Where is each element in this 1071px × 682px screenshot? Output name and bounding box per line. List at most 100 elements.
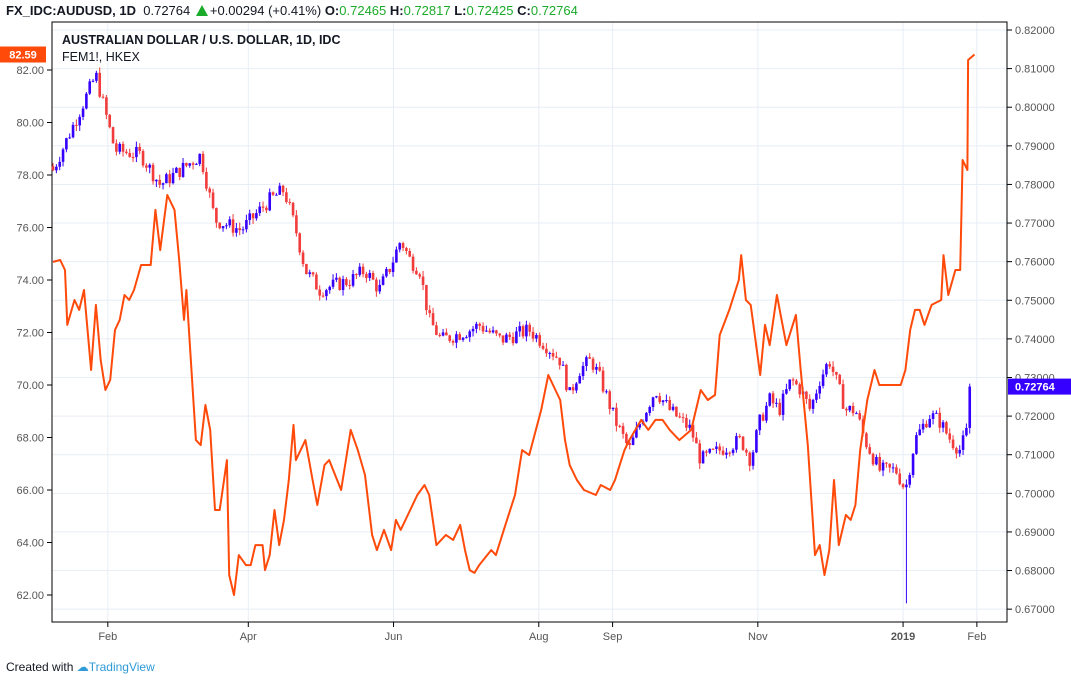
open-label: O: bbox=[324, 3, 340, 18]
candle-up bbox=[581, 365, 585, 377]
candle-up bbox=[268, 192, 272, 211]
candle-down bbox=[721, 450, 725, 455]
candle-up bbox=[931, 413, 935, 419]
candle-down bbox=[778, 402, 782, 415]
candle-down bbox=[271, 192, 275, 195]
candle-down bbox=[348, 284, 352, 286]
candle-up bbox=[818, 385, 822, 394]
candle-up bbox=[645, 412, 648, 422]
candle-down bbox=[571, 387, 575, 391]
candle-down bbox=[748, 452, 752, 466]
candle-up bbox=[165, 174, 168, 184]
candle-down bbox=[321, 295, 325, 297]
candle-down bbox=[541, 345, 545, 349]
candle-up bbox=[475, 323, 478, 329]
candle-down bbox=[298, 233, 302, 253]
candle-up bbox=[708, 448, 712, 453]
candle-down bbox=[388, 269, 392, 273]
left-axis-label: 72.00 bbox=[16, 328, 44, 340]
candle-up bbox=[515, 331, 518, 344]
right-last-price: 0.72764 bbox=[1015, 382, 1056, 394]
low-label: L: bbox=[454, 3, 467, 18]
right-axis-label: 0.80000 bbox=[1015, 102, 1055, 114]
candle-down bbox=[888, 463, 892, 468]
series-legend: FEM1!, HKEX bbox=[62, 50, 140, 64]
candle-down bbox=[288, 202, 292, 204]
candle-down bbox=[178, 167, 182, 177]
open-value: 0.72465 bbox=[339, 3, 387, 18]
candle-down bbox=[435, 325, 438, 335]
x-axis-label: Apr bbox=[240, 631, 257, 643]
candle-down bbox=[128, 153, 132, 157]
candle-up bbox=[788, 379, 792, 390]
candle-down bbox=[618, 425, 622, 427]
candle-up bbox=[335, 277, 338, 280]
candle-down bbox=[425, 284, 428, 311]
candle-down bbox=[628, 443, 632, 446]
candle-up bbox=[228, 219, 232, 226]
candle-down bbox=[511, 336, 515, 344]
right-axis-label: 0.74000 bbox=[1015, 334, 1055, 346]
candle-up bbox=[548, 352, 552, 354]
right-axis-label: 0.76000 bbox=[1015, 257, 1055, 269]
candle-up bbox=[255, 213, 258, 219]
candle-up bbox=[55, 166, 58, 171]
candle-down bbox=[211, 192, 215, 208]
candle-down bbox=[315, 274, 318, 290]
candle-up bbox=[461, 337, 465, 340]
candle-down bbox=[508, 334, 512, 337]
created-with-text: Created with bbox=[6, 660, 74, 674]
candle-down bbox=[238, 228, 242, 231]
candle-up bbox=[85, 93, 88, 109]
candle-up bbox=[161, 183, 165, 185]
tradingview-link[interactable]: TradingView bbox=[88, 660, 155, 674]
candle-up bbox=[821, 374, 825, 386]
candle-down bbox=[695, 437, 698, 444]
candle-down bbox=[555, 356, 558, 358]
candle-down bbox=[101, 96, 105, 98]
left-axis-label: 78.00 bbox=[16, 170, 44, 182]
candle-down bbox=[361, 266, 365, 275]
candle-up bbox=[91, 80, 95, 82]
candle-up bbox=[455, 334, 458, 343]
candle-up bbox=[688, 424, 692, 428]
candle-up bbox=[941, 422, 945, 428]
candle-up bbox=[275, 194, 278, 196]
candle-up bbox=[58, 161, 62, 167]
candle-down bbox=[421, 276, 425, 285]
candle-down bbox=[898, 473, 902, 485]
candle-down bbox=[75, 124, 78, 126]
tradingview-logo-icon[interactable]: ☁ bbox=[76, 660, 89, 674]
candle-up bbox=[815, 393, 818, 400]
candle-up bbox=[661, 400, 665, 403]
candle-up bbox=[561, 364, 565, 366]
candle-up bbox=[175, 167, 178, 173]
candle-up bbox=[378, 284, 382, 292]
candle-down bbox=[621, 425, 625, 434]
candle-down bbox=[838, 374, 842, 385]
candle-up bbox=[341, 279, 345, 291]
candle-down bbox=[125, 151, 128, 154]
candle-down bbox=[771, 393, 775, 404]
plot-frame bbox=[51, 21, 1008, 623]
candle-up bbox=[148, 164, 152, 168]
x-axis-label: 2019 bbox=[891, 631, 915, 643]
candle-up bbox=[525, 324, 528, 337]
right-axis-label: 0.77000 bbox=[1015, 218, 1055, 230]
candle-down bbox=[445, 332, 448, 336]
symbol-name: FX_IDC:AUDUSD, 1D bbox=[6, 3, 137, 18]
candle-down bbox=[418, 274, 422, 277]
candle-down bbox=[105, 97, 108, 115]
candle-down bbox=[685, 417, 688, 428]
candle-down bbox=[741, 436, 745, 450]
x-axis-label: Jun bbox=[385, 631, 403, 643]
candle-down bbox=[318, 289, 322, 296]
left-axis-label: 68.00 bbox=[16, 433, 44, 445]
candle-down bbox=[591, 358, 595, 370]
candle-down bbox=[601, 370, 605, 392]
candle-up bbox=[638, 424, 642, 428]
candle-up bbox=[61, 149, 65, 162]
candle-down bbox=[868, 447, 872, 454]
candle-up bbox=[968, 386, 972, 428]
